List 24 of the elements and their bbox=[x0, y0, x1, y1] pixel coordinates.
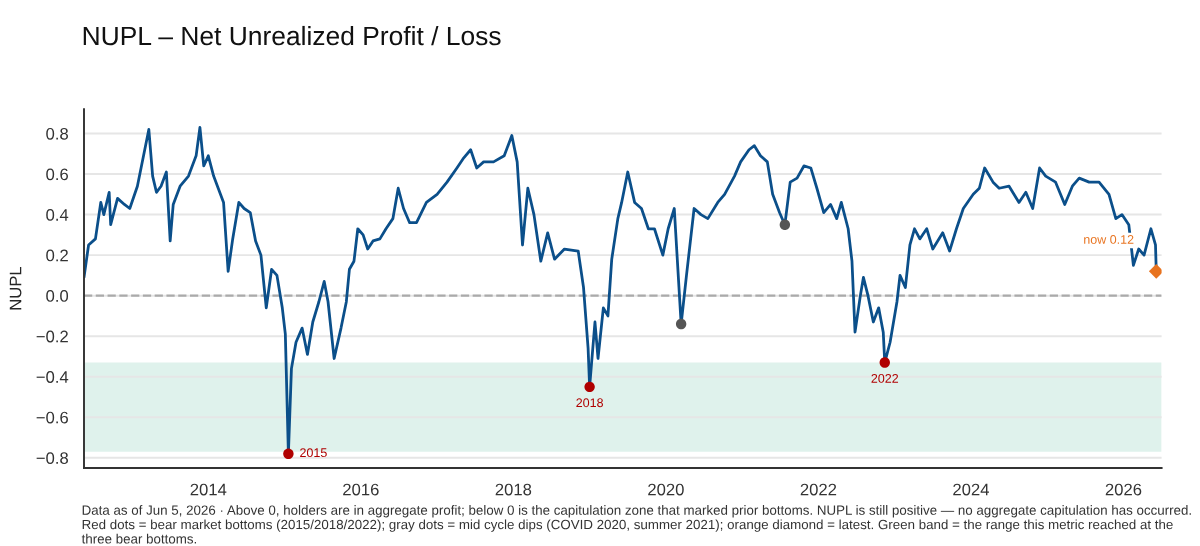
y-tick-label: −0.4 bbox=[36, 371, 69, 383]
x-tick-label: 2026 bbox=[1105, 483, 1142, 496]
y-axis-title: NUPL bbox=[9, 266, 22, 310]
x-tick-label: 2024 bbox=[953, 483, 989, 496]
x-tick-label: 2016 bbox=[343, 483, 379, 496]
x-tick-label: 2014 bbox=[190, 483, 227, 496]
y-tick-label: 0.2 bbox=[46, 249, 68, 262]
point bbox=[675, 318, 687, 330]
point bbox=[1148, 263, 1162, 279]
x-tick-label: 2020 bbox=[648, 483, 684, 496]
x-tick-label: 2022 bbox=[800, 483, 837, 496]
y-tick-label: 0.6 bbox=[46, 168, 68, 181]
y-tick-label: −0.2 bbox=[36, 330, 68, 343]
chart-title: NUPL – Net Unrealized Profit / Loss bbox=[83, 25, 501, 46]
y-tick-label: −0.8 bbox=[36, 452, 68, 464]
point bbox=[779, 219, 791, 230]
y-tick-label: 0.8 bbox=[46, 127, 68, 140]
y-tick-label: 0.4 bbox=[46, 208, 69, 221]
point bbox=[584, 381, 595, 393]
point bbox=[879, 357, 890, 368]
y-tick-label: −0.6 bbox=[36, 411, 68, 424]
x-tick-label: 2018 bbox=[495, 483, 532, 496]
point bbox=[283, 448, 294, 459]
y-tick-label: 0.0 bbox=[46, 290, 69, 302]
